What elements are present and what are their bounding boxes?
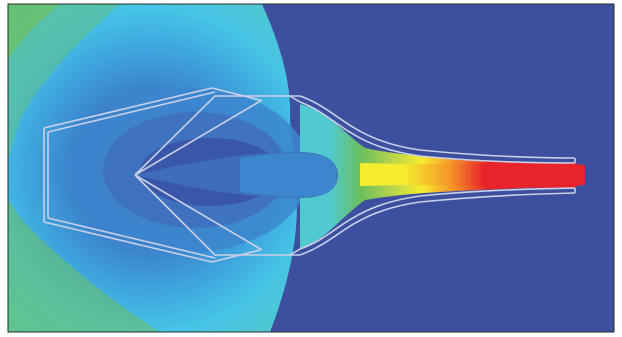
corner-green-band [8, 4, 60, 60]
nozzle-outline [43, 87, 576, 263]
jet-tip [510, 162, 580, 188]
upper-green-band [8, 4, 120, 160]
lower-green-band [8, 200, 160, 332]
center-body-nose [240, 153, 337, 198]
plot-frame [7, 3, 615, 333]
